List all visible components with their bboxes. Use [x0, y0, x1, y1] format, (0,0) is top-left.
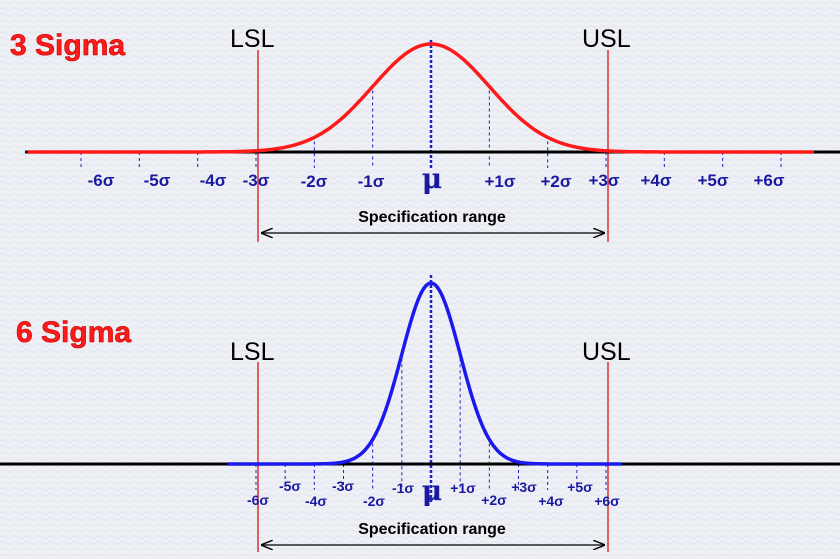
sigma-gridlines — [80, 90, 782, 168]
sigma-gridlines — [255, 358, 607, 490]
sigma-label: +3σ — [588, 171, 619, 190]
mean-label: μ — [422, 474, 443, 507]
sigma-label: -3σ — [332, 478, 354, 494]
sigma-label: +6σ — [753, 171, 784, 190]
lsl-label: LSL — [230, 338, 275, 366]
three-sigma-panel: 3 Sigma LSL USL -6σ -5σ -4σ -3σ -2σ -1σ … — [10, 25, 840, 242]
sigma-label: -6σ — [88, 171, 115, 190]
sigma-label: -4σ — [305, 493, 327, 509]
specification-range-label: Specification range — [358, 521, 506, 538]
panel-title: 6 Sigma — [16, 316, 131, 349]
sigma-label: -3σ — [243, 171, 270, 190]
usl-label: USL — [582, 338, 631, 366]
sigma-label: -1σ — [358, 172, 385, 191]
specification-range-label: Specification range — [358, 209, 506, 226]
sigma-label: +4σ — [640, 171, 671, 190]
sigma-labels: -6σ -5σ -4σ -3σ -2σ -1σ +1σ +2σ +3σ +4σ … — [247, 478, 620, 509]
usl-label: USL — [582, 25, 631, 53]
panel-title: 3 Sigma — [10, 29, 125, 62]
sigma-label: -5σ — [279, 478, 301, 494]
sigma-label: -6σ — [247, 492, 269, 508]
sigma-label: -2σ — [363, 493, 385, 509]
sigma-label: -1σ — [392, 480, 414, 496]
sigma-label: -5σ — [144, 171, 171, 190]
sigma-label: +2σ — [540, 172, 571, 191]
lsl-label: LSL — [230, 25, 275, 53]
distribution-curve — [228, 281, 622, 466]
sigma-labels: -6σ -5σ -4σ -3σ -2σ -1σ +1σ +2σ +3σ +4σ … — [88, 171, 785, 191]
sigma-label: -4σ — [200, 171, 227, 190]
mean-label: μ — [422, 162, 443, 195]
six-sigma-panel: 6 Sigma LSL USL -6σ -5σ -4σ -3σ -2σ -1σ … — [0, 275, 840, 552]
sigma-label: +5σ — [697, 171, 728, 190]
sigma-label: +1σ — [484, 172, 515, 191]
sigma-label: +4σ — [538, 493, 564, 509]
sigma-label: -2σ — [301, 172, 328, 191]
sigma-label: +5σ — [567, 479, 593, 495]
sigma-label: +6σ — [594, 493, 620, 509]
sigma-label: +3σ — [511, 479, 537, 495]
sigma-label: +2σ — [481, 492, 507, 508]
sigma-label: +1σ — [450, 480, 476, 496]
distribution-curve — [28, 42, 814, 154]
